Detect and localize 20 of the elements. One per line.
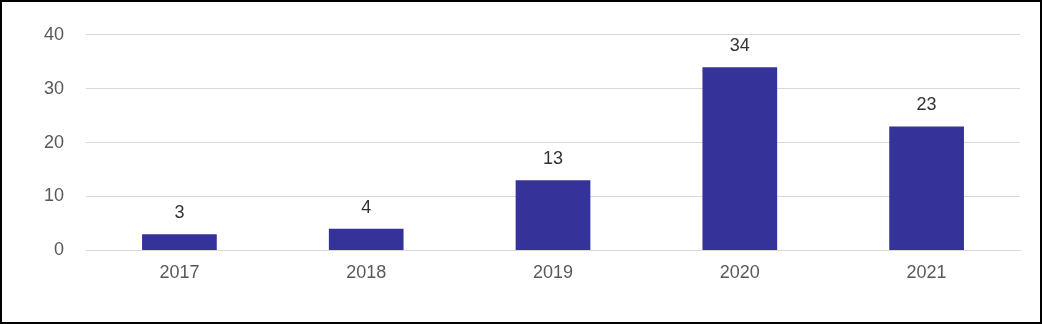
data-label: 13 (543, 148, 564, 169)
y-tick-label: 40 (43, 23, 65, 44)
x-tick-label: 2017 (159, 262, 200, 283)
data-label: 34 (729, 35, 750, 56)
y-tick-label: 0 (54, 239, 65, 260)
x-tick-label: 2020 (719, 262, 760, 283)
y-tick-label: 20 (43, 131, 65, 152)
bar (328, 228, 404, 250)
y-tick-label: 30 (43, 77, 65, 98)
bar (889, 126, 964, 250)
data-label: 3 (174, 202, 185, 223)
bar (142, 234, 217, 250)
x-tick-label: 2019 (532, 262, 574, 283)
data-label: 23 (916, 94, 937, 115)
x-tick-label: 2021 (906, 262, 947, 283)
data-label: 4 (361, 196, 372, 217)
x-tick-label: 2018 (346, 262, 387, 283)
y-tick-label: 10 (43, 185, 65, 206)
bar (515, 180, 591, 250)
bar (702, 67, 778, 250)
